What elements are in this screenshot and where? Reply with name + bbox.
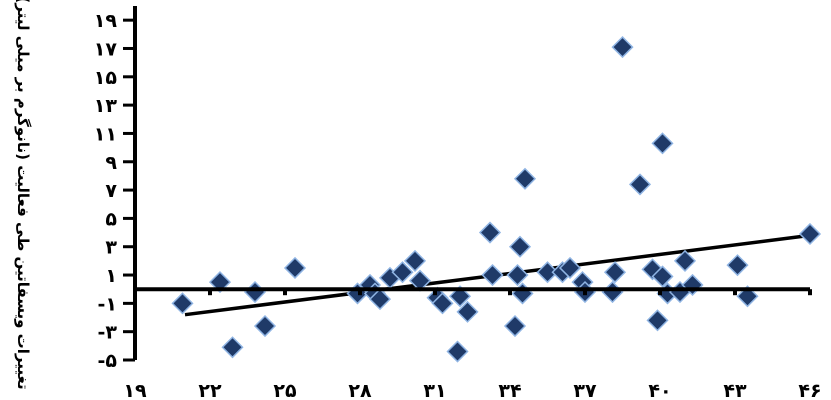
data-point xyxy=(513,167,537,190)
data-point xyxy=(448,285,472,308)
y-tick-label: ۱ xyxy=(105,265,117,287)
x-tick-label: ۱۹ xyxy=(123,380,147,400)
data-point xyxy=(601,280,624,304)
y-tick-label: -۵ xyxy=(98,350,118,372)
data-point xyxy=(611,36,634,59)
data-point xyxy=(208,271,232,294)
y-tick-label: ۳ xyxy=(105,237,117,259)
y-tick-label: ۱۱ xyxy=(94,123,117,145)
data-point xyxy=(391,261,414,284)
data-point xyxy=(603,261,627,284)
y-tick-label: ۱۳ xyxy=(94,95,118,117)
x-tick-label: ۳۴ xyxy=(498,380,521,400)
data-point xyxy=(508,235,532,258)
data-point xyxy=(651,132,674,155)
x-tick-label: ۲۵ xyxy=(273,380,297,400)
data-point xyxy=(628,173,652,196)
y-tick-label: ۱۵ xyxy=(94,67,118,89)
data-point xyxy=(368,288,392,311)
data-point xyxy=(243,280,267,304)
x-tick-label: ۳۱ xyxy=(423,380,446,400)
data-point xyxy=(283,256,307,280)
data-point xyxy=(798,222,822,246)
y-tick-label: ۱۹ xyxy=(94,10,118,32)
data-point xyxy=(171,292,194,315)
y-tick-label: ۹ xyxy=(105,152,117,174)
x-tick-label: ۴۰ xyxy=(648,380,671,400)
data-point xyxy=(253,314,277,338)
y-tick-label: ۷ xyxy=(105,180,117,202)
data-point xyxy=(431,292,454,315)
x-tick-label: ۴۶ xyxy=(798,380,821,400)
data-point xyxy=(651,265,674,288)
data-point xyxy=(506,263,529,287)
data-point xyxy=(446,340,469,363)
y-axis-label: تغییرات ویسفاتین طی فعالیت (نانوگرم بر م… xyxy=(14,0,32,390)
x-tick-label: ۲۲ xyxy=(198,380,222,400)
data-point xyxy=(456,300,479,323)
data-point xyxy=(673,249,697,272)
data-point xyxy=(558,256,582,280)
y-tick-label: ۵ xyxy=(105,208,117,230)
data-point xyxy=(221,336,244,359)
data-point xyxy=(536,261,559,284)
x-tick-label: ۲۸ xyxy=(348,380,372,400)
data-point xyxy=(481,263,504,287)
data-point xyxy=(646,309,669,332)
data-point xyxy=(736,285,759,308)
data-point xyxy=(478,221,502,244)
y-tick-label: -۳ xyxy=(98,322,118,344)
data-point xyxy=(726,254,749,277)
y-tick-label: -۱ xyxy=(98,293,117,315)
x-tick-label: ۳۷ xyxy=(573,380,597,400)
x-tick-label: ۴۳ xyxy=(723,380,747,400)
data-point xyxy=(503,314,527,338)
data-point xyxy=(403,249,427,272)
data-point xyxy=(511,282,534,305)
y-tick-label: ۱۷ xyxy=(94,38,118,60)
